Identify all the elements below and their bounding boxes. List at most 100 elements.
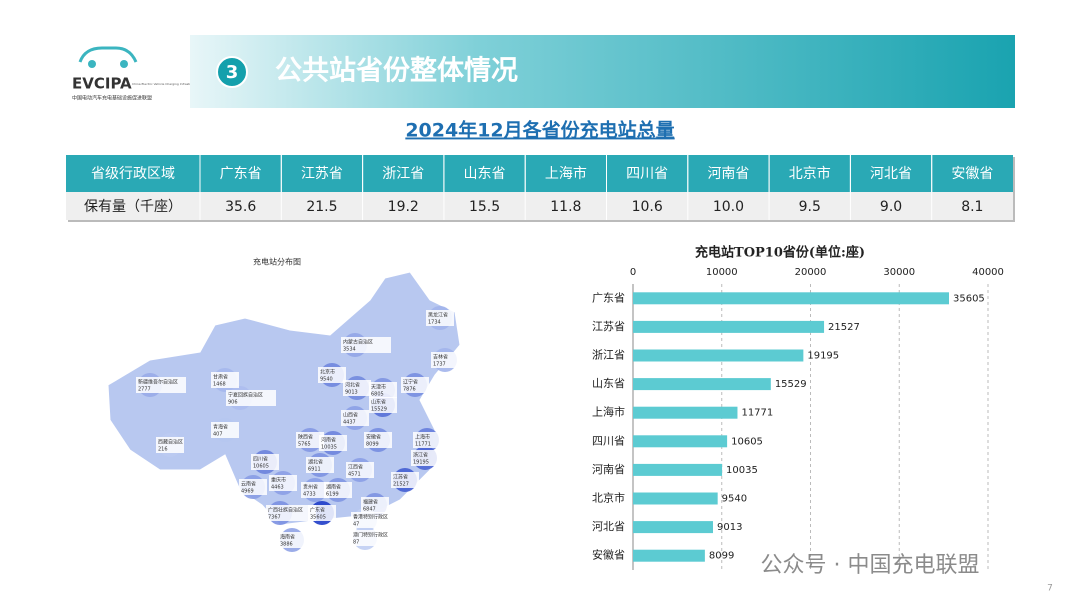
body-cell: 9.5 — [799, 199, 821, 215]
province-value: 6911 — [308, 467, 321, 473]
province-name: 安徽省 — [366, 434, 381, 441]
province-value: 1737 — [433, 362, 446, 368]
data-label: 15529 — [775, 379, 807, 390]
province-name: 贵州省 — [303, 484, 318, 491]
x-tick-label: 10000 — [706, 267, 738, 278]
province-label-box — [296, 432, 324, 448]
body-cell: 8.1 — [961, 199, 983, 215]
province-value: 47 — [353, 522, 359, 528]
province-label-box — [343, 380, 371, 396]
y-tick-label: 北京市 — [592, 491, 625, 505]
header-cell: 广东省 — [220, 166, 262, 182]
data-label: 11771 — [741, 408, 773, 419]
data-label: 35605 — [953, 293, 985, 304]
province-value: 1468 — [213, 382, 226, 388]
province-name: 香港特别行政区 — [353, 514, 388, 521]
province-name: 内蒙古自治区 — [343, 339, 373, 346]
bar — [633, 320, 825, 333]
province-label-box — [324, 482, 352, 498]
province-name: 海南省 — [280, 534, 295, 541]
province-value: 216 — [158, 447, 168, 453]
province-label-box — [341, 410, 369, 426]
province-label-box — [351, 512, 401, 528]
header-cell: 省级行政区域 — [91, 166, 175, 182]
province-label-box — [226, 390, 276, 406]
y-tick-label: 江苏省 — [592, 320, 625, 333]
province-name: 甘肃省 — [213, 374, 228, 381]
province-label-box — [319, 435, 347, 451]
province-label-box — [369, 397, 397, 413]
province-value: 4571 — [348, 472, 361, 478]
province-name: 浙江省 — [413, 452, 428, 459]
province-value: 6847 — [363, 507, 376, 513]
x-tick-label: 0 — [630, 267, 636, 278]
province-value: 3534 — [343, 347, 356, 353]
province-name: 天津市 — [371, 384, 386, 391]
body-cell: 19.2 — [388, 199, 419, 215]
province-label-box — [364, 432, 392, 448]
logo-name: EVCIPA — [72, 75, 132, 93]
bar — [633, 435, 728, 448]
data-label: 21527 — [828, 322, 860, 333]
province-value: 87 — [353, 540, 359, 546]
province-value: 407 — [213, 432, 223, 438]
header-title: 公共站省份整体情况 — [275, 56, 518, 87]
province-label-box — [401, 377, 429, 393]
province-value: 906 — [228, 400, 238, 406]
body-cell: 21.5 — [306, 199, 337, 215]
data-label: 8099 — [709, 551, 734, 562]
header-band — [190, 35, 1015, 108]
province-label-box — [431, 352, 459, 368]
province-label-box — [369, 382, 397, 398]
map-outline — [107, 271, 461, 526]
province-label-box — [136, 377, 186, 393]
logo: EVCIPA China Electric Vehicle Charging I… — [72, 46, 229, 102]
logo-icon — [78, 46, 138, 63]
x-tick-label: 40000 — [972, 267, 1004, 278]
bar — [633, 521, 713, 534]
y-tick-label: 上海市 — [592, 405, 625, 419]
province-name: 湖南省 — [326, 484, 341, 491]
province-name: 宁夏回族自治区 — [228, 392, 263, 399]
province-label-box — [341, 337, 391, 353]
province-label-box — [266, 505, 316, 521]
province-value: 6805 — [371, 392, 384, 398]
province-value: 9540 — [320, 377, 333, 383]
province-value: 1734 — [428, 320, 441, 326]
province-label-box — [251, 454, 279, 470]
province-name: 上海市 — [415, 434, 430, 441]
body-cell: 9.0 — [880, 199, 902, 215]
province-name: 云南省 — [241, 481, 256, 488]
province-name: 青海省 — [213, 424, 228, 431]
province-value: 35605 — [310, 515, 326, 521]
province-label-box — [411, 450, 439, 466]
logo-chinese: 中国电动汽车充电基础设施促进联盟 — [72, 95, 152, 102]
province-name: 广东省 — [310, 507, 325, 514]
province-name: 澳门特别行政区 — [353, 532, 388, 539]
chart-title: 充电站TOP10省份(单位:座) — [695, 245, 865, 261]
province-label-box — [318, 367, 346, 383]
province-label-box — [391, 472, 419, 488]
header-cell: 上海市 — [545, 165, 587, 182]
body-cell: 35.6 — [225, 199, 256, 215]
section-badge — [216, 56, 248, 88]
logo-wheel — [120, 60, 128, 68]
province-value: 5765 — [298, 442, 311, 448]
province-label-box — [346, 462, 374, 478]
province-value: 10035 — [321, 445, 337, 451]
page-number: 7 — [1047, 584, 1053, 594]
body-cell: 11.8 — [550, 199, 581, 215]
province-name: 江西省 — [348, 464, 363, 471]
province-value: 4733 — [303, 492, 316, 498]
bar-chart: 充电站TOP10省份(单位:座) 0 10000 20000 30000 40000 广东… — [592, 245, 1004, 570]
bar — [633, 463, 723, 476]
province-value: 9013 — [345, 390, 358, 396]
header-cell: 河北省 — [870, 166, 912, 182]
header-cell: 江苏省 — [301, 166, 343, 182]
table: 省级行政区域 广东省 江苏省 浙江省 山东省 上海市 四川省 河南省 北京市 河北省 安徽省保有量（… — [66, 155, 1015, 222]
data-label: 9540 — [722, 494, 747, 505]
section-number: 3 — [226, 62, 239, 83]
province-label-box — [301, 482, 329, 498]
province-label-box — [211, 372, 239, 388]
bar — [633, 349, 804, 362]
